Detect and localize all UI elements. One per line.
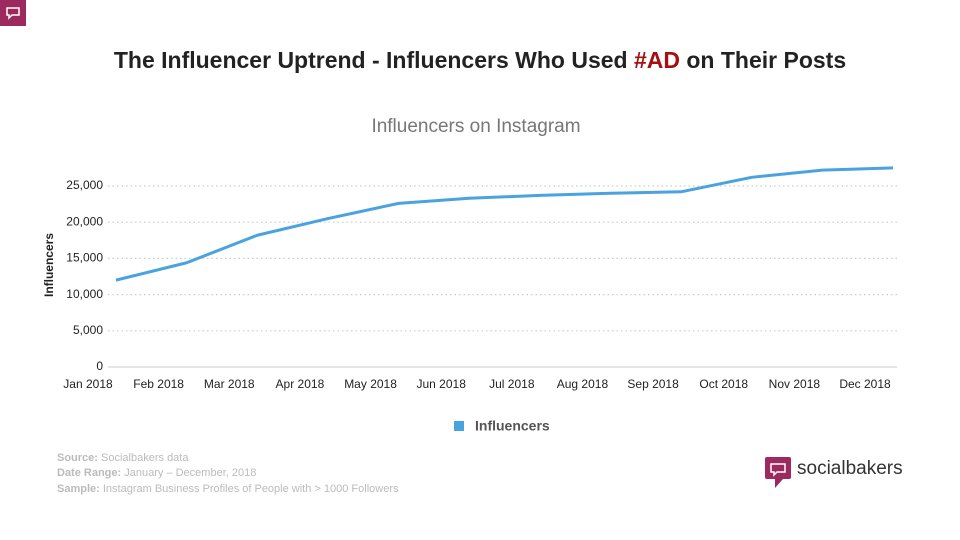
corner-icon <box>0 0 26 26</box>
x-tick-label: Jun 2018 <box>416 377 466 391</box>
footer-line: Source: Socialbakers data <box>57 452 189 464</box>
logo-icon <box>775 479 783 488</box>
title-highlight: #AD <box>634 47 680 73</box>
x-tick-label: Jul 2018 <box>489 377 535 391</box>
x-tick-label: Apr 2018 <box>276 377 325 391</box>
plot: 0 5,000 10,000 15,000 20,000 25,000 Jan 2018 Fe… <box>63 166 897 391</box>
y-tick-label: 5,000 <box>73 323 103 337</box>
x-tick-label: Oct 2018 <box>699 377 748 391</box>
chart-title: Influencers on Instagram <box>371 116 580 137</box>
y-tick-label: 20,000 <box>66 214 103 228</box>
footer-text: Instagram Business Profiles of People wi… <box>103 483 399 495</box>
y-tick-label: 0 <box>96 359 103 373</box>
x-tick-label: Sep 2018 <box>627 377 679 391</box>
y-tick-label: 25,000 <box>66 178 103 192</box>
y-axis-label: Influencers <box>42 233 56 297</box>
footer-line: Date Range: January – December, 2018 <box>57 467 256 479</box>
legend-swatch <box>454 421 464 431</box>
x-tick-label: Jan 2018 <box>63 377 113 391</box>
footer-label: Source: <box>57 452 98 464</box>
y-tick-label: 10,000 <box>66 287 103 301</box>
footer-text: January – December, 2018 <box>124 467 256 479</box>
footer-line: Sample: Instagram Business Profiles of P… <box>57 483 399 495</box>
x-tick-label: May 2018 <box>344 377 397 391</box>
title-part: The Influencer Uptrend - Influencers Who… <box>114 47 634 73</box>
legend-label: Influencers <box>475 418 550 434</box>
logo-icon <box>765 457 791 479</box>
logo-text: socialbakers <box>797 458 903 479</box>
data-line <box>115 166 894 282</box>
footer-text: Socialbakers data <box>101 452 189 464</box>
slide-title: The Influencer Uptrend - Influencers Who… <box>114 47 846 73</box>
corner-icon-glyph <box>6 7 20 20</box>
x-tick-label: Feb 2018 <box>133 377 184 391</box>
logo-glyph <box>770 463 786 477</box>
y-tick-label: 15,000 <box>66 251 103 265</box>
footer-label: Date Range: <box>57 467 121 479</box>
x-tick-label: Dec 2018 <box>839 377 891 391</box>
x-tick-label: Mar 2018 <box>204 377 255 391</box>
x-tick-label: Nov 2018 <box>769 377 821 391</box>
footer-label: Sample: <box>57 483 100 495</box>
title-part: on Their Posts <box>680 47 846 73</box>
x-tick-label: Aug 2018 <box>557 377 609 391</box>
